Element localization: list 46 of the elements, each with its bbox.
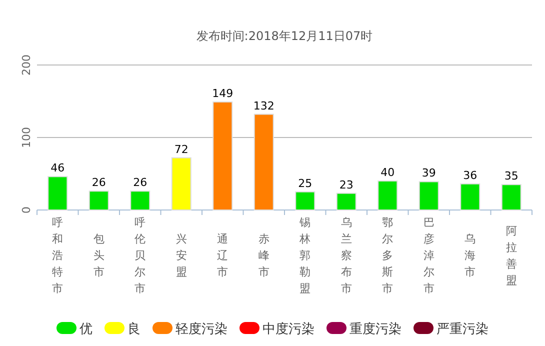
x-tick-label: 阿拉善盟 [506, 224, 517, 287]
x-tick-label: 呼和浩特市 [52, 216, 64, 295]
bar [212, 101, 233, 210]
data-label: 46 [50, 162, 65, 175]
x-tick-label: 巴彦淖尔市 [423, 216, 434, 295]
bar [336, 192, 356, 210]
chart-title: 发布时间:2018年12月11日07时 [196, 29, 373, 43]
legend-label: 轻度污染 [176, 321, 228, 337]
x-tick-label: 赤峰市 [258, 232, 270, 278]
data-label: 26 [133, 176, 148, 190]
legend-label: 良 [128, 322, 140, 337]
x-tick-label: 鄂尔多斯市 [382, 216, 394, 295]
data-label: 39 [422, 166, 436, 180]
data-label: 40 [380, 166, 395, 179]
bar [501, 184, 522, 210]
x-tick-label: 乌兰察布市 [340, 216, 352, 295]
x-tick-label: 通辽市 [217, 232, 228, 278]
x-tick-label: 兴安盟 [176, 232, 187, 278]
bar [460, 183, 480, 210]
bar [295, 191, 316, 210]
x-tick-label: 锡林郭勒盟 [298, 216, 311, 295]
y-tick-label: 200 [20, 54, 33, 76]
bar [378, 180, 398, 210]
data-label: 23 [339, 178, 354, 192]
bar [88, 190, 109, 210]
legend-label: 优 [80, 322, 92, 337]
legend-label: 重度污染 [350, 321, 402, 337]
bar [254, 114, 274, 210]
data-label: 36 [463, 168, 478, 182]
bar [48, 176, 68, 210]
data-label: 149 [212, 86, 234, 100]
legend-label: 严重污染 [436, 322, 488, 337]
data-label: 26 [92, 176, 106, 190]
bar [171, 157, 192, 210]
data-label: 25 [298, 176, 312, 190]
data-label: 132 [253, 99, 274, 112]
x-tick-label: 乌海市 [464, 232, 476, 278]
data-label: 35 [504, 170, 518, 183]
y-tick-label: 100 [20, 127, 33, 148]
bar [418, 181, 439, 210]
data-label: 72 [174, 142, 188, 156]
y-tick-label: 0 [20, 206, 33, 214]
x-tick-label: 呼伦贝尔市 [134, 216, 146, 295]
x-tick-label: 包头市 [93, 232, 104, 278]
legend-label: 中度污染 [262, 321, 314, 337]
bar [130, 190, 150, 210]
